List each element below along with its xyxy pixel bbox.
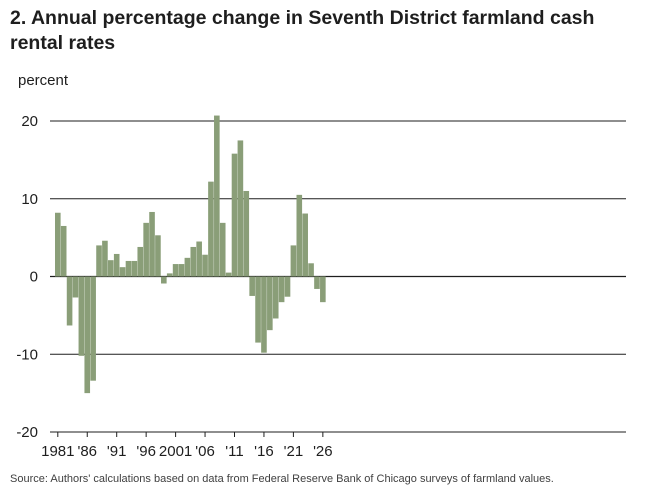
bar	[272, 276, 279, 319]
bar	[214, 115, 220, 277]
bar	[125, 260, 132, 277]
bar	[255, 276, 261, 343]
bar	[320, 276, 326, 303]
x-tick-label: '26	[313, 443, 333, 460]
x-tick-label: '11	[225, 443, 243, 460]
bar	[261, 276, 267, 353]
bar	[278, 276, 285, 303]
x-tick-label: '96	[136, 443, 156, 460]
bar	[155, 235, 161, 277]
x-tick-label: '06	[195, 443, 215, 460]
chart-title: 2. Annual percentage change in Seventh D…	[10, 7, 595, 54]
bar	[143, 222, 149, 277]
bar	[78, 276, 85, 356]
bar	[249, 276, 255, 296]
bar	[66, 276, 73, 326]
bar	[284, 276, 291, 297]
bar	[90, 276, 96, 381]
x-tick-labels: 1981'86 '91 '96 2001'06 '11 '16 '21 '26	[41, 432, 333, 460]
x-tick-label: 2001	[159, 443, 192, 460]
y-axis-unit-label: percent	[18, 72, 69, 89]
bar	[314, 276, 320, 289]
y-tick-label: 10	[21, 191, 38, 208]
bar	[161, 276, 167, 284]
x-tick-label: '21	[284, 443, 304, 460]
bar	[178, 264, 185, 277]
y-tick-label: -20	[16, 424, 38, 441]
bar	[267, 276, 273, 331]
bar	[137, 246, 144, 277]
x-tick-label: '91	[107, 443, 127, 460]
bar	[208, 181, 214, 277]
bar	[84, 276, 91, 394]
bar	[131, 260, 138, 277]
bar	[149, 211, 155, 277]
bar	[202, 254, 208, 277]
bar	[113, 253, 120, 277]
x-tick-label: '16	[254, 443, 274, 460]
bar	[225, 272, 232, 277]
x-tick-label: '86	[77, 443, 97, 460]
bar	[166, 273, 173, 277]
bar	[108, 260, 114, 277]
bar	[219, 222, 226, 277]
bar	[296, 194, 303, 277]
bar	[308, 263, 314, 277]
bar	[102, 240, 108, 277]
bar	[172, 264, 179, 277]
bar	[302, 213, 308, 277]
source-note: Source: Authors' calculations based on d…	[10, 473, 554, 485]
x-tick-label: 1981	[41, 443, 74, 460]
bar	[72, 276, 79, 298]
bar	[190, 246, 197, 277]
bar	[119, 267, 126, 277]
bars	[55, 115, 326, 394]
y-tick-label: 20	[21, 113, 38, 130]
y-tick-label: 0	[30, 269, 38, 286]
bar	[60, 225, 67, 277]
bar	[196, 241, 202, 277]
bar	[290, 245, 297, 277]
bar	[237, 140, 244, 277]
bar	[231, 153, 238, 277]
y-tick-labels: 20 10 0 -10 -20	[16, 113, 38, 441]
bar	[184, 257, 191, 277]
bar	[55, 212, 61, 277]
bar	[243, 190, 250, 277]
bar	[96, 245, 102, 277]
y-tick-label: -10	[16, 346, 38, 363]
